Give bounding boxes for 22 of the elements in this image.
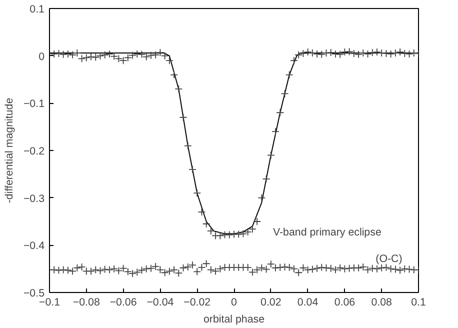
y-tick-label: −0.2 xyxy=(23,146,45,158)
x-tick-label: −0.1 xyxy=(38,296,60,308)
x-tick-label: 0.02 xyxy=(260,296,282,308)
x-tick-label: 0.06 xyxy=(334,296,356,308)
y-tick-label: −0.4 xyxy=(23,240,45,252)
annotation: (O-C) xyxy=(376,252,402,265)
x-tick-label: 0 xyxy=(231,296,238,308)
x-tick-label: −0.06 xyxy=(110,296,137,308)
y-tick-label: 0 xyxy=(38,50,45,63)
x-tick-label: 0.1 xyxy=(411,296,426,308)
x-tick-label: 0.04 xyxy=(297,296,318,308)
y-tick-label: −0.3 xyxy=(23,192,45,205)
annotation: V-band primary eclipse xyxy=(272,226,382,238)
y-tick-label: −0.5 xyxy=(23,288,45,300)
x-tick-label: 0.08 xyxy=(371,296,392,308)
y-tick-label: 0.1 xyxy=(30,4,45,16)
y-axis-title: -differential magnitude xyxy=(3,98,16,204)
x-tick-label: −0.02 xyxy=(184,296,211,308)
y-tick-label: −0.1 xyxy=(23,98,45,110)
x-axis-title: orbital phase xyxy=(203,314,265,326)
x-tick-label: −0.08 xyxy=(72,296,100,308)
x-tick-label: −0.04 xyxy=(146,296,174,308)
